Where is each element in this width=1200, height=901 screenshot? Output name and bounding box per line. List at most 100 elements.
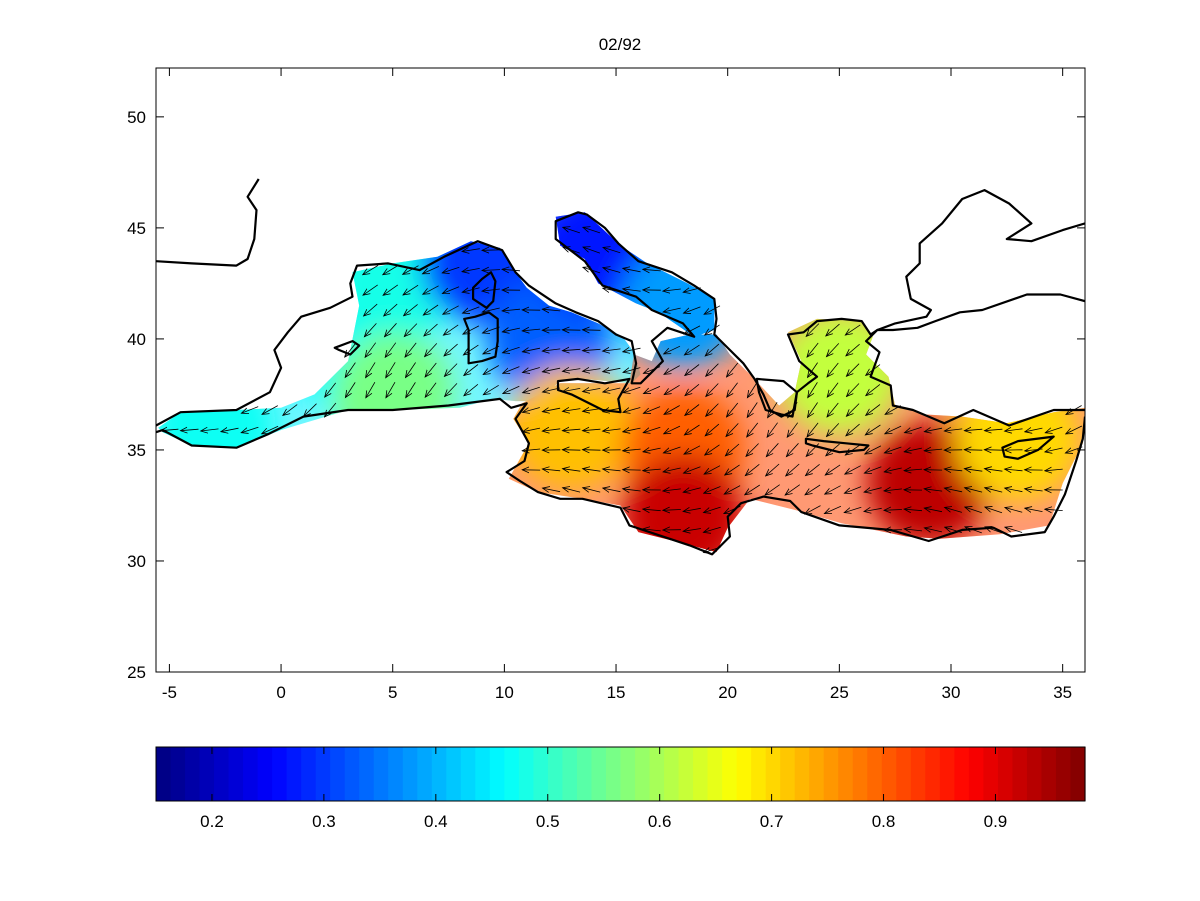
wind-arrow — [685, 404, 700, 416]
wind-arrow — [384, 303, 398, 316]
wind-arrow — [844, 486, 862, 494]
wind-arrow — [483, 365, 499, 375]
wind-arrow — [905, 426, 922, 433]
wind-arrow — [542, 368, 561, 372]
wind-arrow — [965, 527, 982, 534]
wind-arrow — [424, 323, 438, 336]
wind-arrow — [483, 345, 500, 354]
wind-arrow — [643, 448, 661, 452]
wind-arrow — [603, 488, 621, 492]
y-tick-label: 45 — [127, 219, 146, 238]
colorbar-cell — [1070, 747, 1086, 801]
wind-arrow — [563, 469, 581, 472]
wind-arrow — [706, 363, 719, 377]
wind-arrow — [385, 323, 397, 336]
wind-arrow — [503, 346, 520, 353]
wind-arrow — [684, 344, 700, 355]
wind-arrow — [808, 362, 818, 378]
wind-arrow — [684, 306, 701, 313]
wind-arrow — [445, 383, 458, 396]
colorbar-cell — [344, 747, 360, 801]
wind-arrow — [766, 443, 779, 456]
wind-arrow — [366, 381, 376, 398]
colorbar-cell — [547, 747, 564, 801]
wind-arrow — [727, 402, 739, 417]
wind-arrow — [864, 508, 882, 511]
wind-arrow — [727, 362, 739, 377]
wind-arrow — [423, 266, 440, 273]
coast-africa-asia — [156, 397, 1085, 556]
wind-arrow — [663, 446, 681, 453]
wind-arrow — [1005, 508, 1023, 513]
wind-arrow — [386, 362, 396, 377]
y-tick-label: 30 — [127, 552, 146, 571]
colorbar-tick-label: 0.8 — [872, 812, 896, 831]
wind-arrow — [562, 349, 581, 350]
wind-arrow — [363, 284, 378, 295]
wind-arrow — [262, 425, 279, 434]
wind-arrow — [1005, 527, 1023, 533]
colorbar-cell — [446, 747, 462, 801]
wind-arrow — [805, 505, 821, 515]
wind-arrow — [583, 388, 601, 391]
y-tick-label: 35 — [127, 441, 146, 460]
colorbar-tick-label: 0.4 — [424, 812, 448, 831]
wind-arrow — [623, 407, 641, 413]
wind-arrow — [827, 343, 840, 356]
wind-arrow — [824, 505, 842, 513]
wind-arrow — [663, 510, 681, 511]
wind-arrow — [684, 466, 701, 473]
colorbar-cell — [664, 747, 680, 801]
wind-arrow — [827, 423, 840, 436]
wind-arrow — [563, 227, 581, 234]
wind-arrow — [502, 328, 520, 332]
wind-arrow — [603, 388, 621, 392]
colorbar-cell — [417, 747, 433, 801]
wind-arrow — [522, 348, 541, 352]
wind-arrow — [747, 422, 759, 437]
wind-arrow — [221, 428, 239, 432]
wind-arrow — [365, 342, 377, 358]
wind-arrow — [403, 265, 419, 275]
wind-arrow — [846, 423, 860, 436]
colorbar-cell — [1012, 747, 1028, 801]
colorbar-cell — [997, 747, 1014, 801]
colorbar-cell — [881, 747, 897, 801]
wind-arrow — [603, 429, 621, 431]
wind-arrow — [583, 227, 601, 234]
colorbar-cell — [315, 747, 331, 801]
colorbar-ticks: 0.2 0.3 0.4 0.5 0.6 0.7 0.8 0.9 — [200, 747, 1007, 831]
wind-arrows — [160, 227, 1083, 552]
wind-arrow — [201, 429, 219, 431]
wind-arrow — [583, 429, 601, 431]
wind-arrow — [885, 405, 901, 415]
wind-arrow — [724, 505, 741, 513]
field-region — [777, 310, 902, 435]
wind-arrow — [643, 406, 661, 414]
wind-arrow — [846, 363, 860, 377]
wind-arrow — [725, 464, 740, 475]
colorbar-cell — [475, 747, 491, 801]
wind-arrow — [745, 484, 761, 495]
wind-arrow — [768, 402, 778, 417]
wind-arrow — [464, 364, 479, 376]
wind-arrow — [924, 428, 943, 432]
wind-arrow — [685, 364, 700, 376]
wind-arrow — [643, 469, 661, 471]
colorbar-tick-label: 0.9 — [984, 812, 1008, 831]
wind-arrow — [583, 488, 601, 492]
wind-arrow — [808, 402, 818, 418]
wind-arrow — [462, 249, 480, 252]
plot-frame — [155, 67, 1086, 673]
wind-arrow — [643, 269, 661, 271]
wind-arrow — [160, 429, 179, 431]
colorbar-frame — [155, 746, 1086, 802]
wind-arrow — [603, 288, 621, 292]
wind-arrow — [704, 486, 721, 494]
colorbar-cell — [257, 747, 273, 801]
colorbar-cell — [272, 747, 288, 801]
colorbar-cell — [562, 747, 578, 801]
wind-arrow — [964, 450, 983, 451]
wind-arrow — [924, 528, 942, 532]
coast-europe-west — [156, 189, 1085, 427]
